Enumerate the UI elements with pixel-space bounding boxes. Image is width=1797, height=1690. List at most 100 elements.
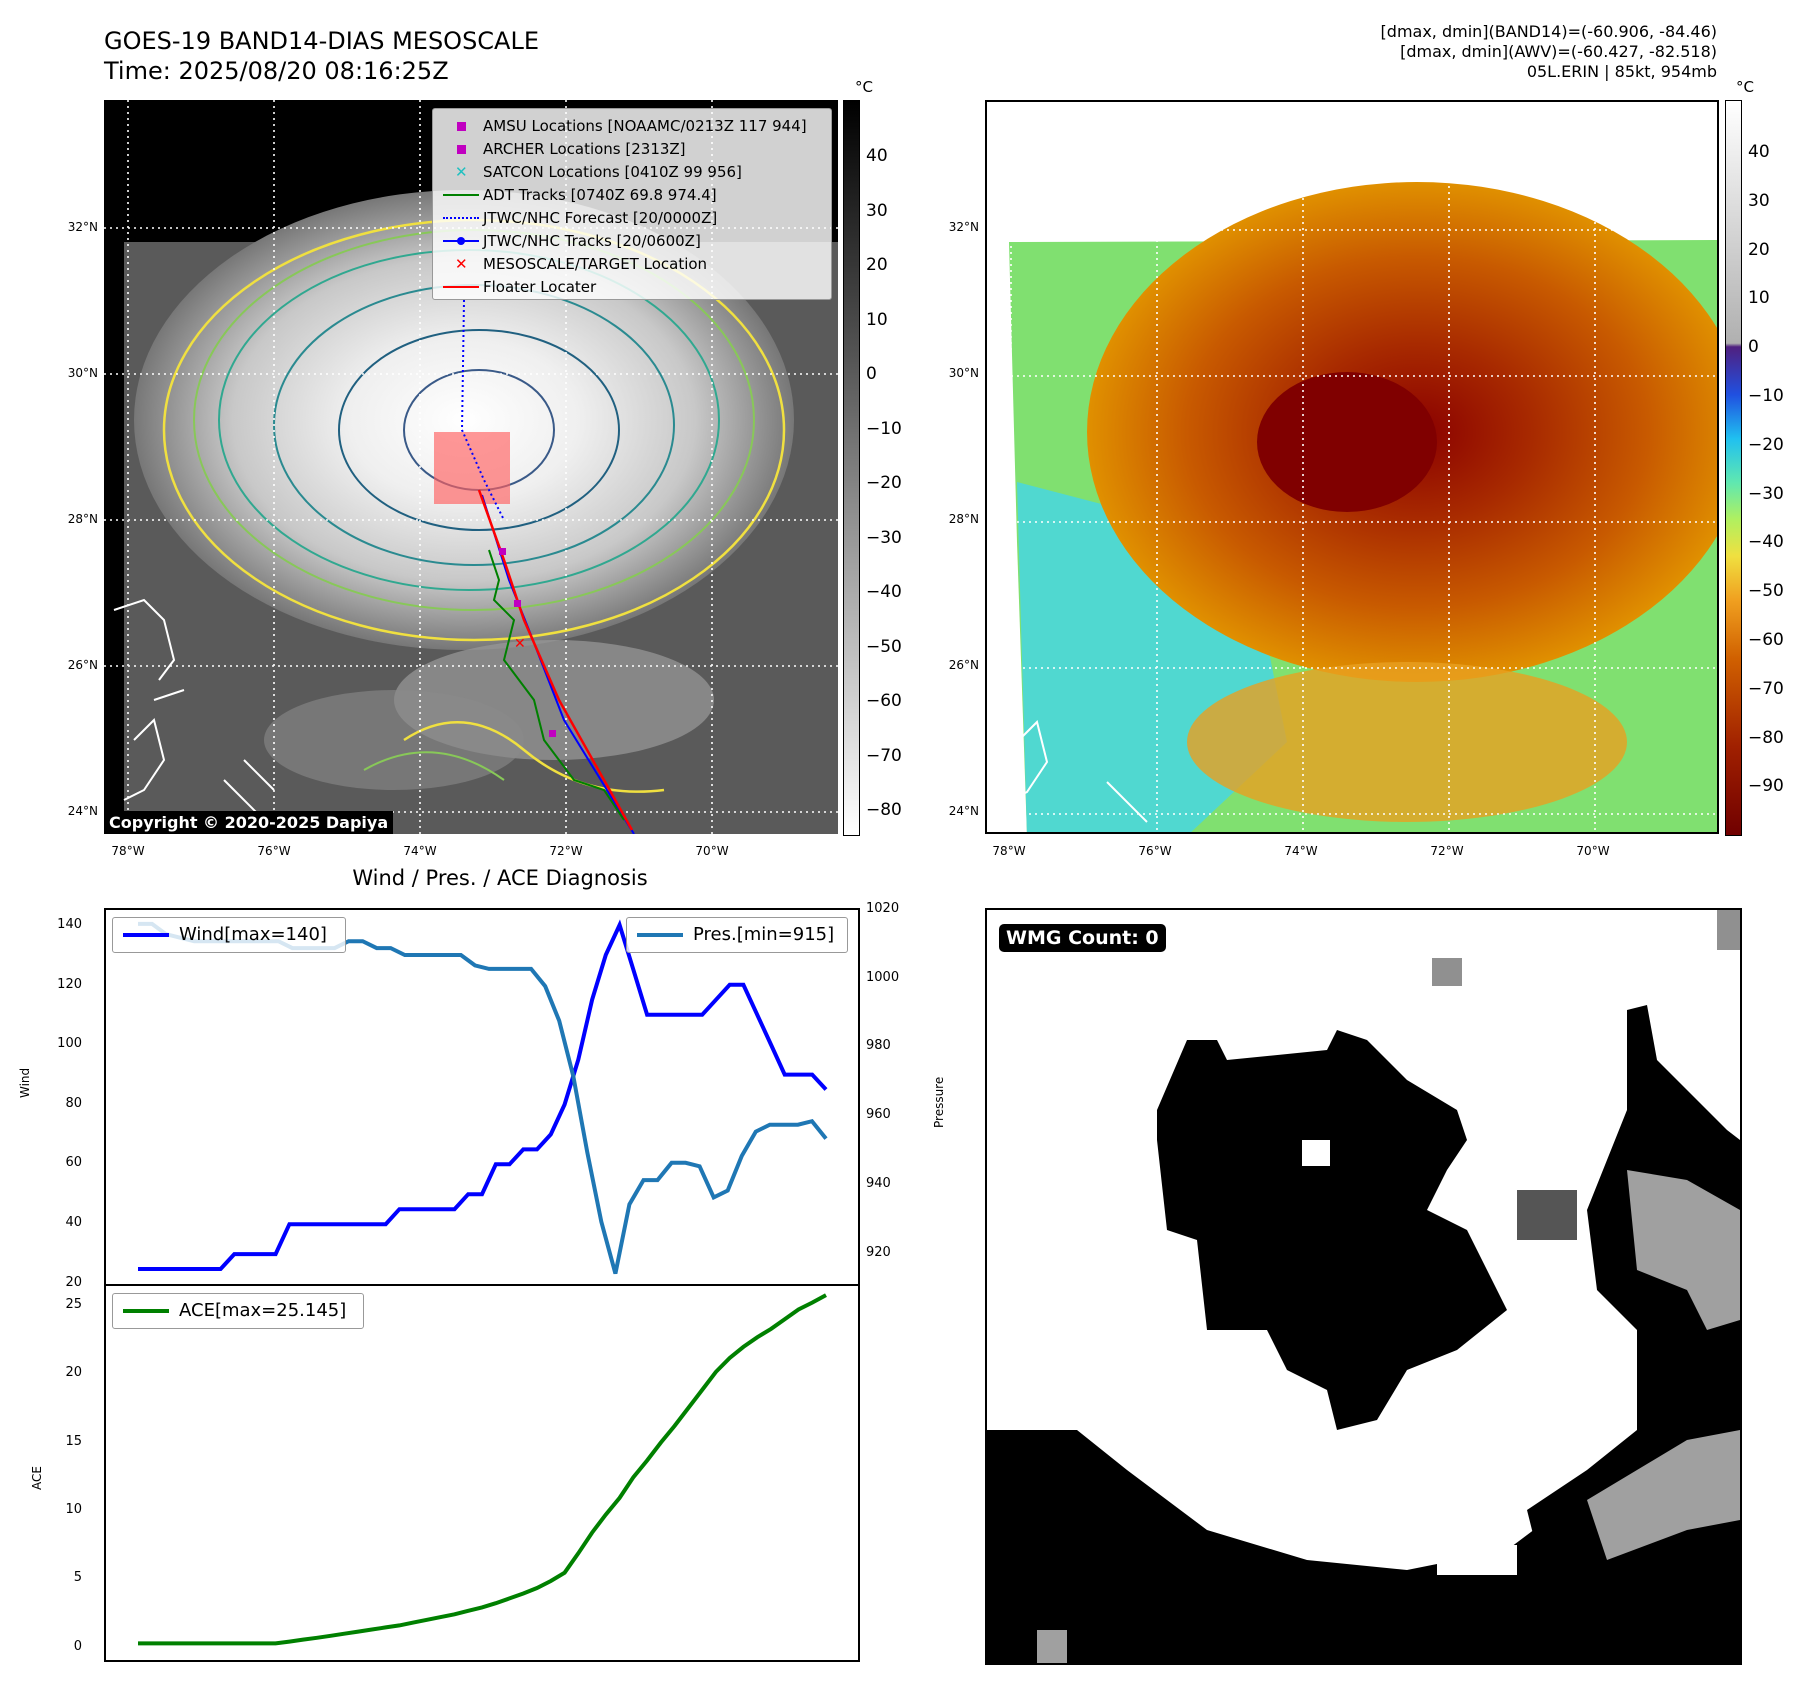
colorbar-tick-label: −40	[866, 582, 902, 602]
colorbar-tick-label: −20	[866, 473, 902, 493]
axis-tick-label: 20	[65, 1274, 82, 1290]
axis-tick-label: 60	[65, 1155, 82, 1171]
color-colorbar-unit: °C	[1736, 78, 1754, 96]
legend-label: SATCON Locations [0410Z 99 956]	[483, 163, 742, 181]
colorbar-tick-label: −60	[1748, 630, 1784, 650]
wind-series-line	[138, 919, 828, 1271]
axis-tick-label: 940	[866, 1175, 891, 1191]
axis-tick-label: 960	[866, 1107, 891, 1123]
colorbar-tick-label: −10	[866, 418, 902, 439]
colorbar-tick-label: −50	[866, 636, 902, 657]
gray-colorbar-unit: °C	[855, 78, 873, 96]
legend-symbol-icon	[441, 115, 483, 137]
legend-item: JTWC/NHC Forecast [20/0000Z]	[441, 207, 717, 229]
r-lon-label-76: 76°W	[1138, 844, 1172, 858]
colorbar-tick-label: −30	[866, 527, 902, 548]
lat-label-28: 28°N	[67, 512, 98, 526]
legend-symbol-icon	[441, 276, 483, 298]
legend-label: Floater Locater	[483, 278, 597, 296]
pressure-series-line	[138, 921, 828, 1275]
legend-label: JTWC/NHC Forecast [20/0000Z]	[483, 209, 718, 227]
colorbar-tick-label: −20	[1748, 434, 1784, 455]
axis-tick-label: 1000	[866, 969, 900, 985]
axis-tick-label: 40	[65, 1215, 82, 1230]
ace-series-line	[138, 1293, 827, 1646]
axis-tick-label: 10	[65, 1501, 82, 1517]
legend-label: AMSU Locations [NOAAMC/0213Z 117 944]	[483, 117, 807, 135]
ir-satellite-image: ✕	[104, 100, 838, 834]
lat-label-32: 32°N	[67, 220, 98, 234]
r-lon-label-70: 70°W	[1576, 844, 1610, 858]
wind-legend-swatch	[123, 933, 169, 937]
legend-item: Floater Locater	[441, 276, 596, 298]
legend-item: ADT Tracks [0740Z 69.8 974.4]	[441, 184, 717, 206]
figure-title-line2: Time: 2025/08/20 08:16:25Z	[104, 57, 449, 85]
legend-symbol-icon	[441, 138, 483, 160]
lon-label-72: 72°W	[549, 844, 583, 858]
r-lat-label-28: 28°N	[948, 512, 979, 526]
pressure-legend-label: Pres.[min=915]	[693, 924, 835, 945]
colorbar-tick-label: 40	[866, 146, 888, 166]
info-line3: 05L.ERIN | 85kt, 954mb	[1526, 62, 1717, 81]
info-line2: [dmax, dmin](AWV)=(-60.427, -82.518)	[1400, 42, 1717, 61]
figure-title-line1: GOES-19 BAND14-DIAS MESOSCALE	[104, 27, 540, 55]
axis-tick-label: 25	[65, 1297, 82, 1312]
legend-item: AMSU Locations [NOAAMC/0213Z 117 944]	[441, 115, 807, 137]
ace-axes	[104, 1284, 860, 1662]
wmg-count-badge: WMG Count: 0	[999, 924, 1166, 952]
colorbar-tick-label: −50	[1748, 581, 1784, 602]
r-lat-label-26: 26°N	[948, 658, 979, 672]
colorbar-tick-label: −10	[1748, 386, 1784, 406]
legend-symbol-icon	[441, 184, 483, 206]
ace-legend-swatch	[123, 1309, 169, 1313]
axis-tick-label: 15	[65, 1433, 82, 1449]
wmg-image	[987, 910, 1740, 1663]
axis-tick-label: 120	[57, 976, 82, 992]
axis-tick-label: 100	[57, 1036, 82, 1052]
axis-tick-label: 80	[65, 1095, 82, 1111]
legend-item: ✕ SATCON Locations [0410Z 99 956]	[441, 161, 742, 183]
ace-axis-label: ACE	[30, 1466, 44, 1490]
svg-text:✕: ✕	[514, 636, 526, 652]
info-line1: [dmax, dmin](BAND14)=(-60.906, -84.46)	[1380, 22, 1717, 41]
colorbar-tick-label: 40	[1748, 142, 1770, 162]
lon-label-74: 74°W	[403, 844, 437, 858]
colorbar-tick-label: −40	[1748, 532, 1784, 553]
r-lon-label-74: 74°W	[1284, 844, 1318, 858]
colorbar-tick-label: −80	[1748, 727, 1784, 748]
r-lon-label-72: 72°W	[1430, 844, 1464, 858]
colorbar-tick-label: 0	[1748, 337, 1759, 358]
colorbar-tick-label: 30	[1748, 190, 1770, 211]
lat-label-24: 24°N	[67, 804, 98, 818]
colorbar-tick-label: −70	[866, 745, 902, 766]
axis-tick-label: 20	[65, 1365, 82, 1381]
axis-tick-label: 0	[73, 1638, 82, 1654]
awv-map-panel	[985, 100, 1719, 834]
wmg-panel: WMG Count: 0	[985, 908, 1742, 1665]
colorbar-tick-label: 10	[866, 309, 888, 330]
wind-axis-label: Wind	[18, 1067, 32, 1098]
axis-tick-label: 5	[73, 1570, 82, 1586]
legend-symbol-icon	[441, 230, 483, 252]
colorbar-tick-label: 0	[866, 364, 877, 384]
ace-plot	[138, 1293, 827, 1646]
legend-item: ARCHER Locations [2313Z]	[441, 138, 686, 160]
legend-label: MESOSCALE/TARGET Location	[483, 255, 708, 273]
pressure-legend-swatch	[637, 933, 683, 937]
copyright-label: Copyright © 2020-2025 Dapiya	[104, 811, 394, 834]
legend-label: ADT Tracks [0740Z 69.8 974.4]	[483, 186, 717, 204]
ace-legend: ACE[max=25.145]	[112, 1293, 364, 1329]
axis-tick-label: 140	[57, 917, 82, 932]
colorbar-tick-label: −90	[1748, 776, 1784, 797]
pressure-legend: Pres.[min=915]	[626, 917, 848, 953]
legend-label: ARCHER Locations [2313Z]	[483, 140, 686, 158]
wind-legend: Wind[max=140]	[112, 917, 346, 953]
lon-label-78: 78°W	[111, 844, 145, 858]
awv-satellite-image	[987, 102, 1717, 832]
colorbar-tick-label: −60	[866, 691, 902, 711]
colorbar-tick-label: 20	[866, 255, 888, 275]
legend-item: ✕ MESOSCALE/TARGET Location	[441, 253, 707, 275]
lat-label-30: 30°N	[67, 366, 98, 380]
legend-label: JTWC/NHC Tracks [20/0600Z]	[483, 232, 701, 250]
lat-label-26: 26°N	[67, 658, 98, 672]
